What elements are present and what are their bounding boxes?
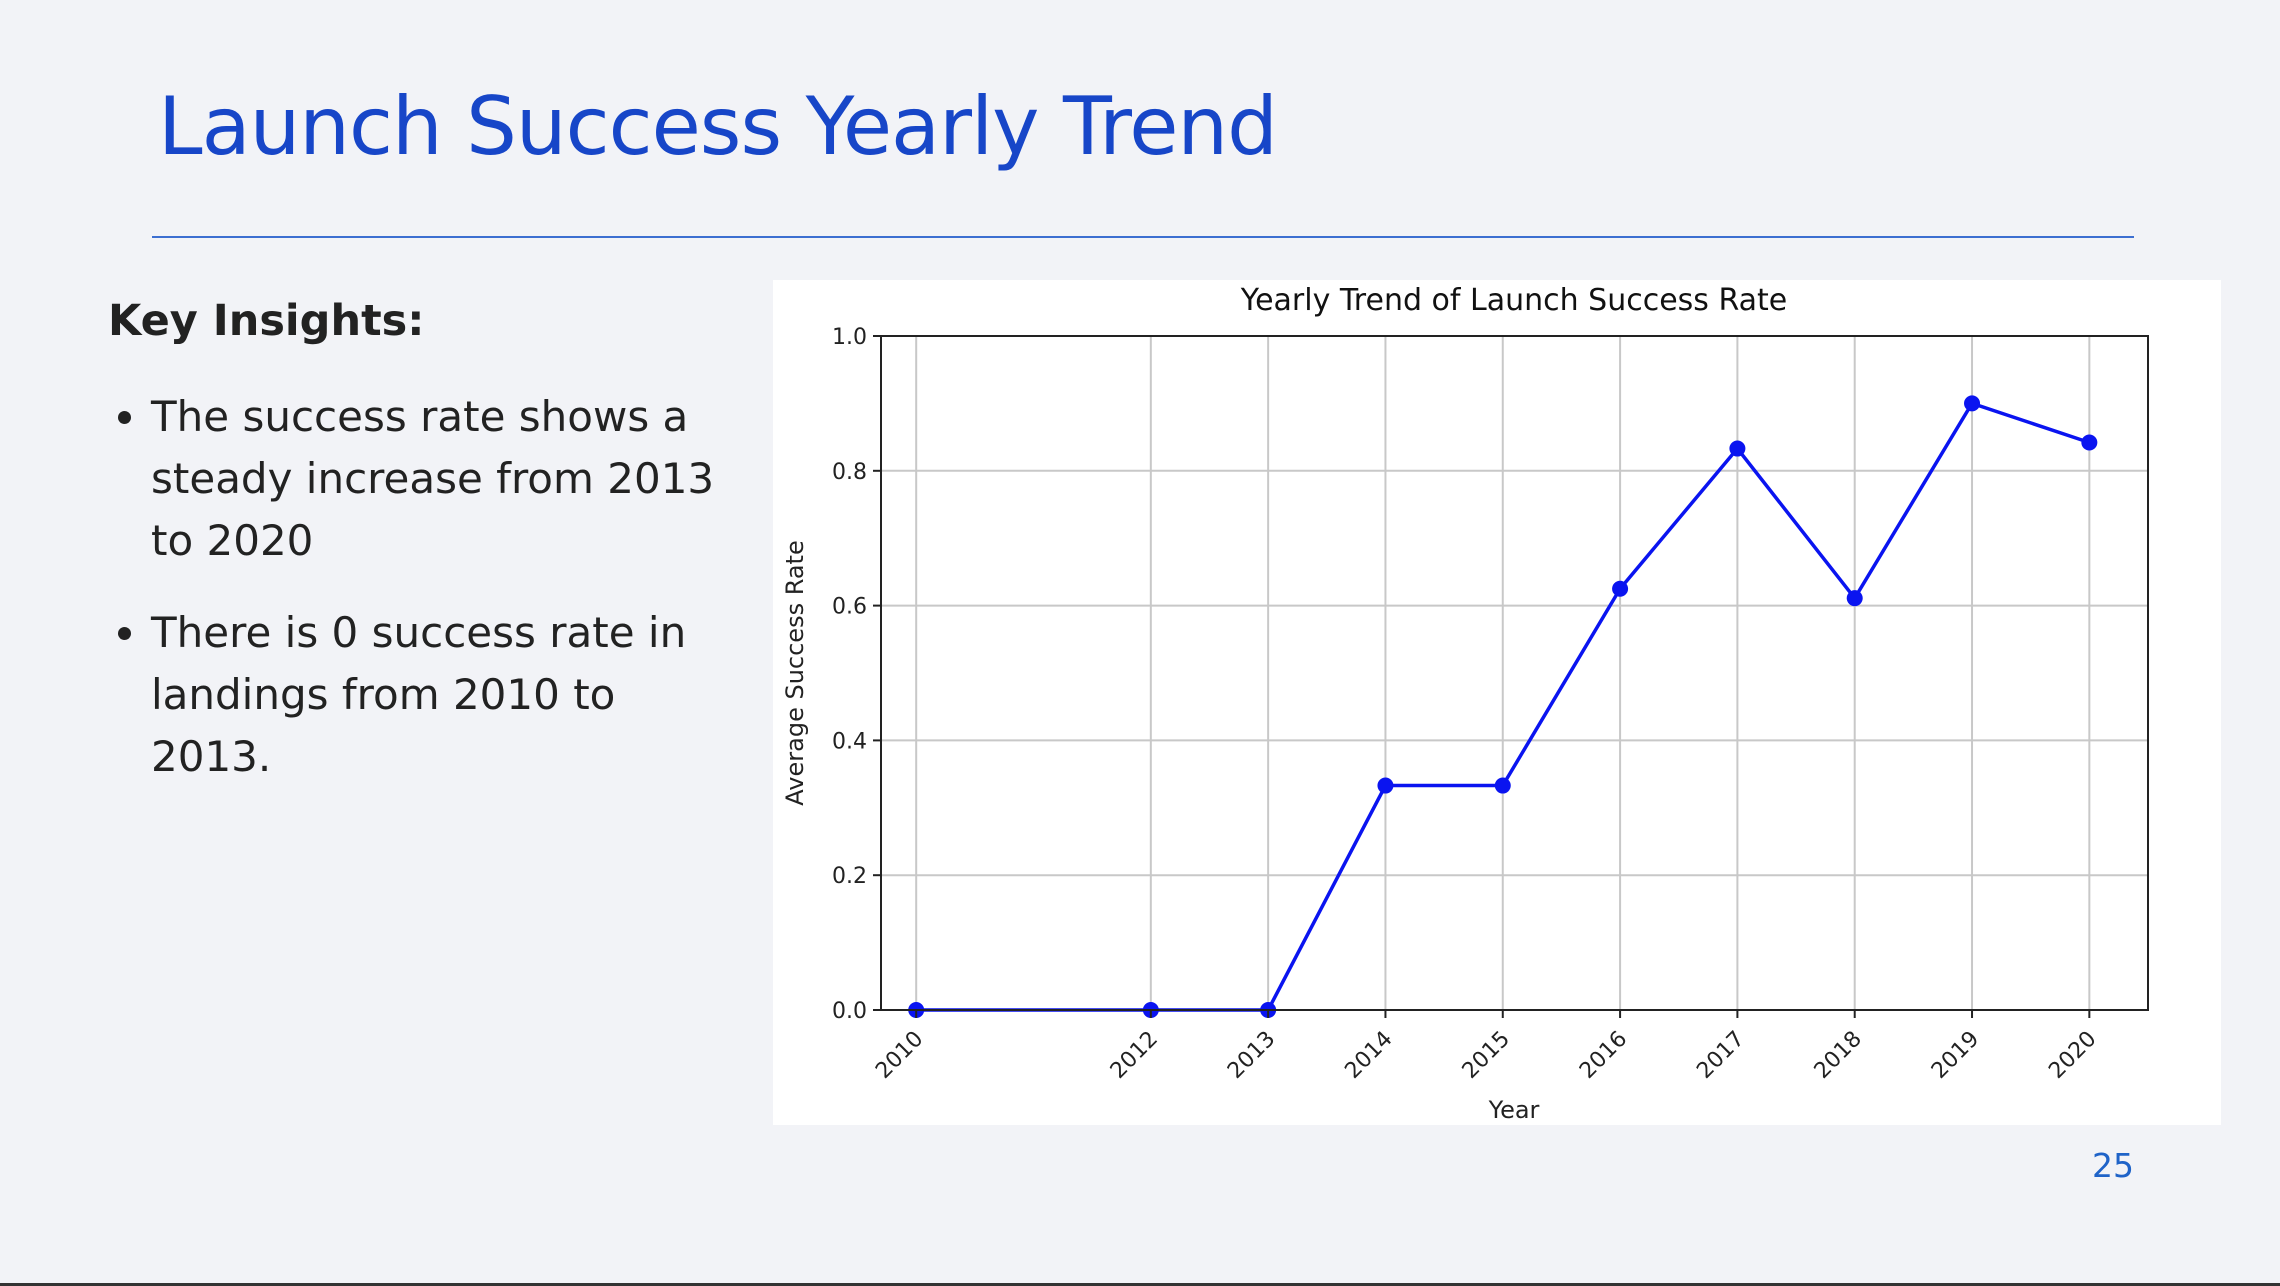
page-number: 25 bbox=[2092, 1146, 2134, 1185]
data-point bbox=[1494, 777, 1511, 794]
insight-bullet: The success rate shows a steady increase… bbox=[151, 386, 748, 572]
chart-title: Yearly Trend of Launch Success Rate bbox=[1240, 283, 1788, 318]
x-tick-label: 2019 bbox=[1927, 1027, 1984, 1084]
insights-panel: Key Insights: The success rate shows a s… bbox=[108, 296, 748, 818]
y-tick-label: 0.0 bbox=[832, 999, 867, 1024]
x-tick-label: 2018 bbox=[1810, 1027, 1867, 1084]
chart-panel: Yearly Trend of Launch Success Rate 2010… bbox=[773, 280, 2221, 1125]
insights-list: The success rate shows a steady increase… bbox=[108, 386, 748, 788]
data-point bbox=[1964, 395, 1981, 412]
x-tick-label: 2012 bbox=[1106, 1027, 1163, 1084]
data-point bbox=[1377, 777, 1394, 794]
data-point bbox=[1729, 440, 1746, 457]
y-tick-label: 0.2 bbox=[832, 864, 867, 889]
data-point bbox=[2081, 434, 2098, 451]
x-tick-label: 2016 bbox=[1575, 1027, 1632, 1084]
data-point bbox=[1612, 580, 1629, 597]
chart-grid bbox=[881, 335, 2148, 1011]
line-chart: Yearly Trend of Launch Success Rate 2010… bbox=[781, 283, 2149, 1124]
x-tick-label: 2017 bbox=[1692, 1027, 1749, 1084]
x-tick-label: 2015 bbox=[1458, 1027, 1515, 1084]
insights-heading: Key Insights: bbox=[108, 296, 425, 346]
y-tick-label: 1.0 bbox=[832, 325, 867, 350]
title-divider bbox=[152, 236, 2134, 238]
y-tick-label: 0.6 bbox=[832, 595, 867, 620]
insight-bullet: There is 0 success rate in landings from… bbox=[151, 602, 748, 788]
slide-title: Launch Success Yearly Trend bbox=[158, 80, 1278, 173]
y-tick-label: 0.4 bbox=[832, 729, 867, 754]
data-point bbox=[1846, 590, 1863, 607]
y-tick-label: 0.8 bbox=[832, 460, 867, 485]
x-tick-label: 2010 bbox=[871, 1027, 928, 1084]
x-axis-label: Year bbox=[1488, 1096, 1540, 1124]
plot-frame bbox=[880, 335, 2149, 1011]
x-tick-label: 2014 bbox=[1340, 1027, 1397, 1084]
bottom-border bbox=[0, 1283, 2280, 1286]
chart-axes: 2010 2012 2013 2014 2015 2016 2017 2018 2019 2020… bbox=[832, 325, 2102, 1084]
x-tick-label: 2020 bbox=[2044, 1027, 2101, 1084]
y-axis-label: Average Success Rate bbox=[781, 540, 809, 805]
x-tick-label: 2013 bbox=[1223, 1027, 1280, 1084]
